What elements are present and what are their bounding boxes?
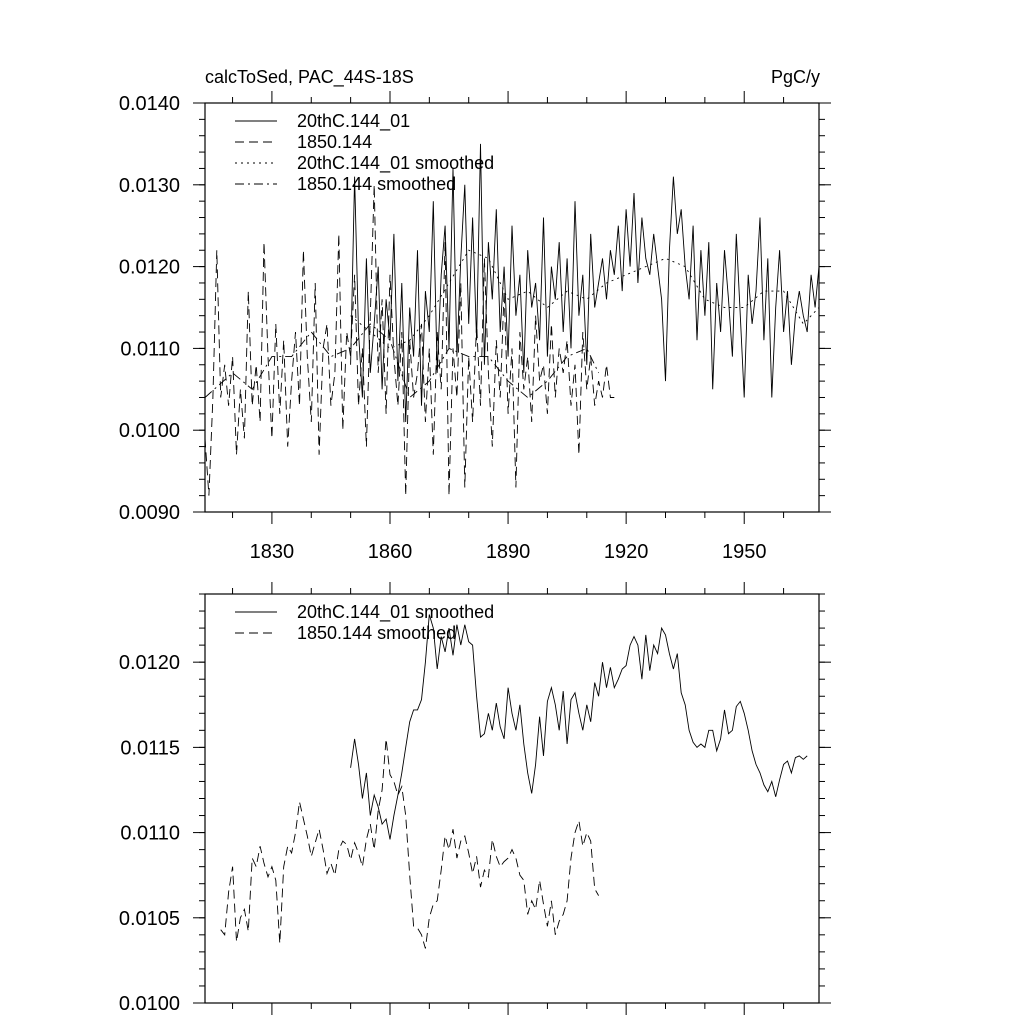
y-tick-label: 0.0140: [119, 93, 180, 115]
bottom-panel-series: [220, 614, 808, 949]
legend-label: 1850.144 smoothed: [297, 623, 456, 643]
series-line-1850-144-smoothed: [220, 738, 599, 949]
legend-label: 1850.144 smoothed: [297, 174, 456, 194]
y-tick-label: 0.0100: [119, 993, 180, 1015]
top-panel: calcToSed, PAC_44S-18S PgC/y 0.0090 0.010…: [119, 67, 831, 563]
legend-label: 20thC.144_01 smoothed: [297, 153, 494, 174]
y-tick-label: 0.0100: [119, 420, 180, 442]
y-tick-label: 0.0115: [120, 737, 180, 759]
y-tick-label: 0.0105: [119, 908, 180, 930]
bottom-panel-ticks: 0.0100 0.0105 0.0110 0.0115 0.0120: [119, 582, 831, 1015]
bottom-panel: 0.0100 0.0105 0.0110 0.0115 0.0120 20thC.144…: [119, 582, 831, 1015]
y-tick-label: 0.0110: [120, 338, 180, 360]
top-panel-frame: [204, 102, 820, 513]
x-tick-label: 1860: [368, 541, 413, 563]
legend-label: 20thC.144_01: [297, 111, 410, 132]
y-tick-label: 0.0130: [119, 175, 180, 197]
x-tick-label: 1950: [722, 541, 767, 563]
series-line-20thc-144-01-smoothed: [350, 249, 820, 349]
legend-label: 20thC.144_01 smoothed: [297, 602, 494, 623]
series-line-1850-144: [204, 184, 615, 496]
series-line-1850-144-smoothed: [204, 323, 600, 399]
x-tick-label: 1890: [486, 541, 531, 563]
chart-title: calcToSed, PAC_44S-18S: [205, 67, 414, 88]
x-tick-label: 1920: [604, 541, 649, 563]
series-line-20thc-144-01-smoothed: [350, 614, 808, 840]
bottom-panel-frame: [204, 593, 820, 1004]
y-tick-label: 0.0110: [120, 823, 180, 845]
legend-label: 1850.144: [297, 132, 372, 152]
series-line-20thc-144-01: [350, 143, 820, 423]
top-panel-series: [204, 143, 820, 496]
x-tick-label: 1830: [250, 541, 295, 563]
y-tick-label: 0.0120: [119, 652, 180, 674]
y-tick-label: 0.0090: [119, 502, 180, 524]
top-panel-ticks: 0.0090 0.0100 0.0110 0.0120 0.0130 0.0140 1830…: [119, 91, 831, 563]
units-label: PgC/y: [771, 67, 820, 87]
y-tick-label: 0.0120: [119, 257, 180, 279]
